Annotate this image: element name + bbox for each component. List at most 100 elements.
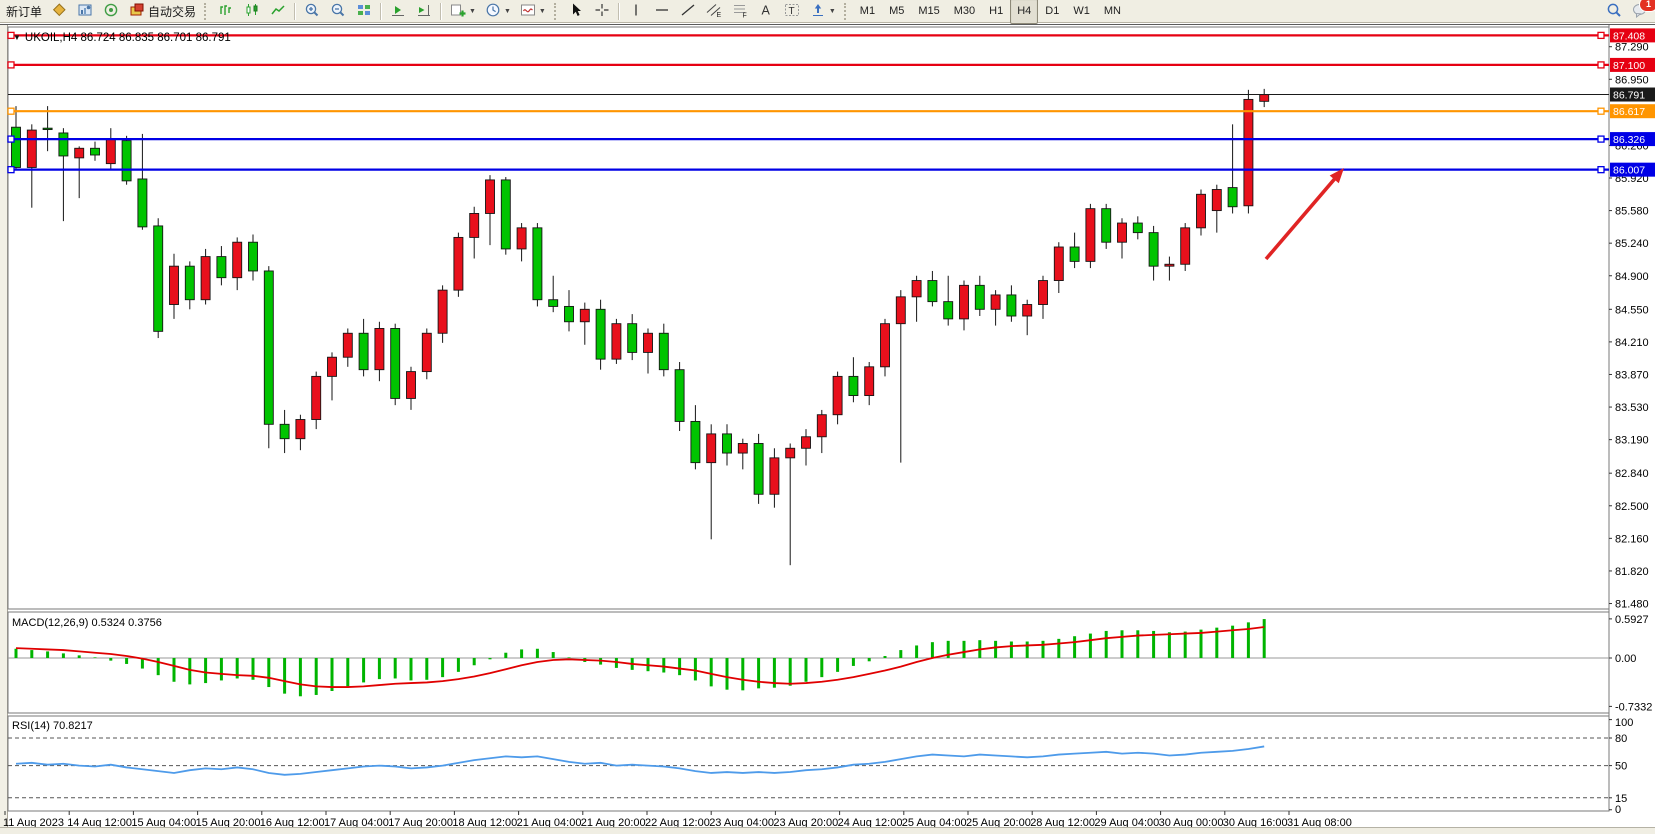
- time-axis[interactable]: 11 Aug 2023 14 Aug 12:00 15 Aug 04:00 15 Au…: [3, 811, 1352, 829]
- text-icon[interactable]: A: [753, 0, 779, 22]
- candle: [864, 366, 875, 397]
- candle: [374, 328, 385, 371]
- rsi-line: [15, 745, 1265, 776]
- tile-windows-icon[interactable]: [351, 0, 377, 22]
- timeframe-mn-button[interactable]: MN: [1103, 5, 1121, 17]
- zoom-out-icon[interactable]: [325, 0, 351, 22]
- trendline-icon[interactable]: [675, 0, 701, 22]
- toolbar-separator: [617, 2, 620, 20]
- svg-text:T: T: [788, 6, 794, 17]
- time-axis-label: 18 Aug 12:00: [452, 817, 517, 829]
- timeframe-m15-button[interactable]: M15: [918, 5, 940, 17]
- toolbar: 新订单 自动交易 ▼ ▼ ▼ E F A T ▼ M1 M5 M15 M30 H1 H4 D1 W1 MN 1: [0, 0, 1655, 24]
- candle: [500, 179, 511, 250]
- timeframe-h4-button[interactable]: H4: [1010, 0, 1039, 24]
- candle: [42, 127, 53, 131]
- resistance-line-87.408[interactable]: 87.408: [7, 28, 1655, 43]
- candle: [595, 308, 606, 360]
- history-icon[interactable]: [46, 0, 72, 22]
- price-tick-label: 82.840: [1615, 468, 1649, 480]
- price-tick-label: 81.820: [1615, 566, 1649, 578]
- price-badge-label: 86.007: [1613, 165, 1645, 177]
- timeframe-m5-button[interactable]: M5: [889, 5, 905, 17]
- candle: [1148, 232, 1159, 267]
- resistance-line-87.100[interactable]: 87.100: [7, 57, 1655, 72]
- candle: [1069, 246, 1080, 262]
- market-watch-icon[interactable]: [72, 0, 98, 22]
- dropdown-arrow-icon[interactable]: ▼: [469, 7, 476, 15]
- svg-text:A: A: [761, 3, 770, 17]
- candle: [1259, 94, 1270, 102]
- toolbar-separator: [294, 2, 297, 20]
- price-badge-label: 87.100: [1613, 60, 1645, 72]
- candle: [927, 280, 938, 303]
- candle: [911, 280, 922, 298]
- market-watch-icon: [76, 2, 94, 21]
- chart-shift-icon[interactable]: [411, 0, 437, 22]
- auto-scroll-icon[interactable]: [385, 0, 411, 22]
- arrows-icon[interactable]: ▼: [805, 0, 840, 22]
- timeframe-m1-button[interactable]: M1: [859, 5, 876, 17]
- dropdown-arrow-icon[interactable]: ▼: [538, 7, 546, 15]
- support-line-86.617[interactable]: 86.617: [7, 104, 1655, 119]
- candle: [11, 126, 21, 168]
- timeframe-w1-button[interactable]: W1: [1073, 5, 1090, 17]
- time-axis-label: 24 Aug 12:00: [838, 817, 903, 829]
- vertical-line-icon[interactable]: [623, 0, 649, 22]
- price-badge: [1610, 87, 1655, 102]
- new-chart-icon[interactable]: ▼: [445, 0, 480, 22]
- fibonacci-icon[interactable]: F: [727, 0, 753, 22]
- zoom-in-icon[interactable]: [299, 0, 325, 22]
- candle: [1164, 263, 1175, 267]
- timeframe-h1-button[interactable]: H1: [989, 5, 1004, 17]
- new-chart-icon: [449, 2, 467, 21]
- toolbar-grip: [553, 2, 559, 20]
- crosshair-icon[interactable]: [589, 0, 615, 22]
- cursor-icon[interactable]: [563, 0, 589, 22]
- time-axis-label: 11 Aug 2023: [3, 817, 64, 829]
- bar-chart-icon[interactable]: [213, 0, 239, 22]
- price-tick-label: 84.550: [1615, 304, 1649, 316]
- candle: [627, 323, 638, 353]
- line-handle: [1597, 31, 1605, 40]
- candle: [137, 178, 148, 228]
- trend-arrow-annotation[interactable]: [1264, 168, 1344, 261]
- rsi-tick-label: 50: [1615, 761, 1627, 773]
- price-tick-label: 87.290: [1615, 42, 1649, 54]
- dropdown-arrow-icon[interactable]: ▼: [503, 7, 511, 15]
- price-tick-label: 85.580: [1615, 206, 1649, 218]
- candle: [327, 356, 337, 377]
- template-icon[interactable]: ▼: [515, 0, 550, 22]
- time-axis-label: 17 Aug 04:00: [324, 817, 389, 829]
- candle: [342, 332, 353, 358]
- candle: [658, 332, 669, 371]
- candle: [801, 436, 811, 449]
- signal-icon[interactable]: [98, 0, 124, 22]
- candle: [1196, 193, 1206, 229]
- horizontal-line-icon[interactable]: [649, 0, 675, 22]
- equidistant-channel-icon: E: [705, 2, 723, 21]
- price-tick-label: 84.210: [1615, 337, 1649, 349]
- dropdown-arrow-icon[interactable]: ▼: [828, 7, 836, 15]
- auto-trading-button[interactable]: 自动交易: [124, 0, 200, 22]
- chart-dropdown-icon[interactable]: ▼: [13, 33, 21, 42]
- arrows-icon: [809, 2, 827, 21]
- candle: [279, 423, 290, 440]
- price-tick-label: 82.160: [1615, 533, 1649, 545]
- price-axis: 87.29086.95086.26085.92085.58085.24084.9…: [1609, 42, 1649, 611]
- candlestick-chart-icon: [243, 2, 261, 21]
- candlestick-chart-icon[interactable]: [239, 0, 265, 22]
- timeframe-m30-button[interactable]: M30: [953, 5, 976, 17]
- search-icon[interactable]: [1601, 0, 1627, 22]
- equidistant-channel-icon[interactable]: E: [701, 0, 727, 22]
- line-chart-icon[interactable]: [265, 0, 291, 22]
- price-tick-label: 86.950: [1615, 74, 1649, 86]
- chart-title-text: UKOIL,H4 86.724 86.835 86.701 86.791: [24, 32, 231, 44]
- text-label-icon[interactable]: T: [779, 0, 805, 22]
- support-line-86.326[interactable]: 86.326: [7, 132, 1655, 147]
- new-order-button[interactable]: 新订单: [6, 4, 43, 19]
- candle: [1227, 187, 1238, 208]
- notifications-icon[interactable]: 1: [1627, 0, 1655, 22]
- period-icon[interactable]: ▼: [480, 0, 515, 22]
- timeframe-d1-button[interactable]: D1: [1045, 5, 1060, 17]
